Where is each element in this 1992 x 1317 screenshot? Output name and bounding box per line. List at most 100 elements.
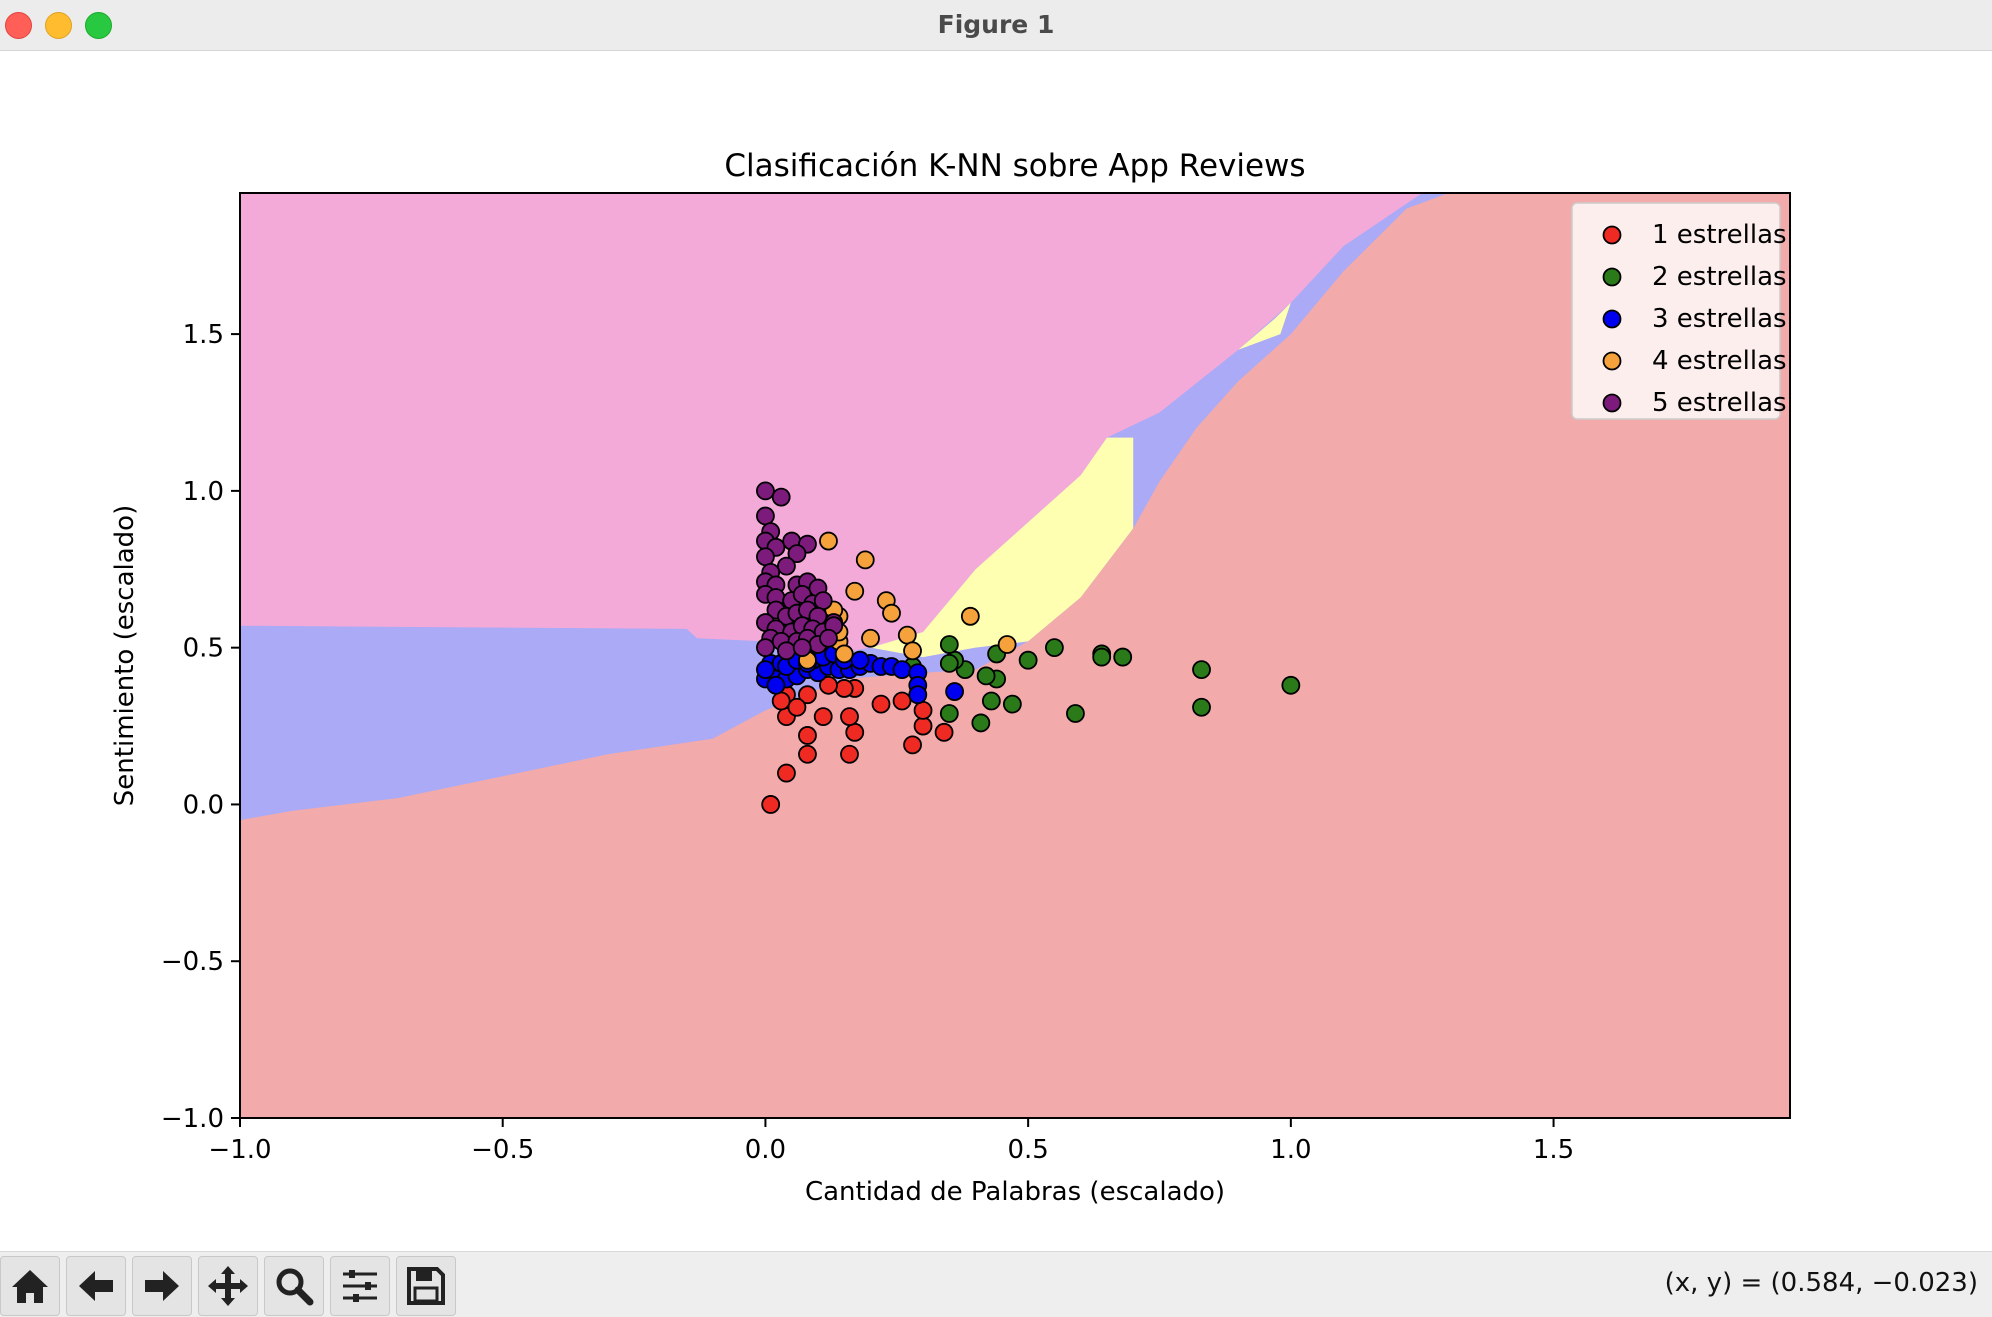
legend-entry: 4 estrellas: [1652, 346, 1787, 376]
scatter-point: [892, 660, 912, 680]
legend-entry: 3 estrellas: [1652, 304, 1787, 334]
scatter-point: [1092, 647, 1112, 667]
scatter-point: [939, 635, 959, 654]
navigation-toolbar: (x, y) = (0.584, −0.023): [0, 1251, 1992, 1317]
scatter-point: [777, 556, 796, 576]
configure-subplots-button[interactable]: [330, 1256, 390, 1316]
maximize-window-button[interactable]: [85, 12, 112, 39]
x-tick-label: 0.5: [1007, 1135, 1048, 1165]
scatter-point: [787, 697, 807, 717]
region-4-estrellas-strip: [1238, 302, 1291, 350]
legend-marker: [1602, 351, 1622, 371]
legend-entry: 1 estrellas: [1652, 220, 1787, 250]
scatter-point: [845, 722, 865, 742]
scatter-point: [882, 603, 901, 623]
y-tick-label: 0.0: [183, 790, 224, 820]
plot-frame: [239, 192, 1791, 1119]
scatter-point: [1002, 694, 1022, 714]
scatter-point: [761, 795, 781, 814]
scatter-point: [777, 763, 796, 783]
y-tick-label: 0.5: [183, 634, 224, 664]
magnifier-icon: [276, 1268, 314, 1306]
scatter-point: [845, 581, 865, 601]
y-tick-label: −1.0: [161, 1104, 224, 1134]
scatter-point: [897, 625, 917, 645]
scatter-point: [939, 653, 959, 673]
scatter-point: [1066, 704, 1085, 723]
back-button[interactable]: [66, 1256, 126, 1316]
cursor-coordinates: (x, y) = (0.584, −0.023): [1664, 1268, 1978, 1298]
scatter-point: [903, 641, 922, 661]
scatter-point: [934, 722, 954, 742]
scatter-point: [798, 726, 817, 745]
move-icon: [208, 1266, 248, 1306]
y-axis-label: Sentimiento (escalado): [110, 505, 140, 806]
pan-button[interactable]: [198, 1256, 258, 1316]
scatter-point: [908, 685, 928, 705]
scatter-point: [855, 550, 875, 570]
scatter-point: [819, 675, 838, 695]
scatter-point: [1113, 647, 1133, 667]
save-button[interactable]: [396, 1256, 456, 1316]
legend-marker: [1602, 267, 1622, 287]
legend-marker: [1602, 393, 1622, 413]
region-1-estrellas: [240, 193, 1790, 1118]
home-button[interactable]: [0, 1256, 60, 1316]
scatter-point: [850, 650, 870, 670]
figure-canvas[interactable]: −1.0 −0.5 0.0 0.5 1.0 1.5 −1.0 −0.5 0.0 0.5 1.0 1.5…: [0, 51, 1992, 1251]
scatter-point: [1045, 638, 1064, 658]
scatter-point: [840, 744, 859, 764]
scatter-point: [1018, 650, 1038, 670]
scatter-point: [777, 641, 796, 661]
close-window-button[interactable]: [5, 12, 32, 39]
x-tick-label: 0.0: [745, 1135, 786, 1165]
scatter-point: [834, 644, 854, 664]
region-5-estrellas: [240, 193, 1423, 658]
scatter-point: [960, 606, 980, 626]
y-tick-label: 1.5: [183, 320, 224, 350]
y-tick-label: −0.5: [161, 947, 224, 977]
scatter-point: [945, 682, 964, 701]
forward-button[interactable]: [132, 1256, 192, 1316]
zoom-button[interactable]: [264, 1256, 324, 1316]
home-icon: [12, 1270, 48, 1303]
region-4-estrellas: [870, 437, 1134, 658]
scatter-point: [913, 716, 933, 736]
scatter-point: [903, 735, 922, 755]
minimize-window-button[interactable]: [45, 12, 72, 39]
chart-title: Clasificación K-NN sobre App Reviews: [724, 148, 1305, 184]
scatter-point: [756, 660, 775, 680]
scatter-point: [813, 707, 833, 727]
decision-regions: [240, 193, 1790, 1118]
scatter-point: [1192, 697, 1211, 717]
floppy-disk-icon: [407, 1267, 445, 1305]
scatter-point: [756, 506, 775, 526]
scatter-point: [771, 487, 791, 507]
window-title: Figure 1: [937, 10, 1055, 39]
legend-entry: 2 estrellas: [1652, 262, 1787, 292]
scatter-point: [840, 707, 859, 727]
window-titlebar: Figure 1: [0, 0, 1992, 51]
scatter-point: [981, 691, 1001, 711]
legend-box: [1571, 202, 1781, 420]
legend-marker: [1602, 309, 1622, 329]
scatter-point: [997, 635, 1017, 654]
scatter-point: [766, 675, 786, 695]
scatter-point: [913, 700, 933, 720]
x-tick-label: −1.0: [208, 1135, 271, 1165]
scatter-point: [834, 679, 854, 698]
arrow-right-icon: [145, 1271, 179, 1301]
scatter-point: [861, 628, 880, 648]
y-tick-label: 1.0: [183, 477, 224, 507]
scatter-point: [871, 694, 891, 714]
scatter-point: [798, 685, 817, 705]
scatter-point: [971, 713, 991, 733]
scatter-point: [756, 547, 775, 567]
x-tick-label: −0.5: [471, 1135, 534, 1165]
scatter-point: [819, 628, 838, 648]
scatter-point: [939, 704, 959, 723]
knn-chart: −1.0 −0.5 0.0 0.5 1.0 1.5 −1.0 −0.5 0.0 0.5 1.0 1.5…: [110, 148, 1791, 1207]
arrow-left-icon: [79, 1271, 113, 1301]
scatter-point: [976, 666, 996, 686]
scatter-point: [1281, 675, 1301, 695]
